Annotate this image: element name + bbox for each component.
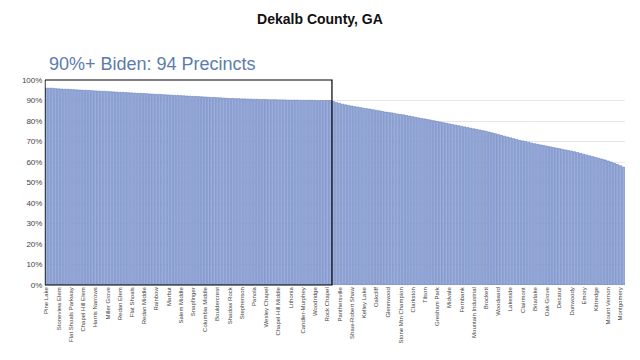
svg-text:Mount Vernon: Mount Vernon xyxy=(605,287,611,324)
svg-text:Woodward: Woodward xyxy=(495,287,501,316)
svg-text:Flat Shoals: Flat Shoals xyxy=(129,287,135,317)
svg-text:20%: 20% xyxy=(26,240,42,249)
svg-text:Shaw-Robert Shaw: Shaw-Robert Shaw xyxy=(349,287,355,339)
svg-text:Briarlake: Briarlake xyxy=(532,287,538,311)
svg-text:Brockett: Brockett xyxy=(483,287,489,309)
svg-text:Tilson: Tilson xyxy=(422,287,428,303)
svg-text:Woodridge: Woodridge xyxy=(312,287,318,317)
svg-text:Stone Mtn Champion: Stone Mtn Champion xyxy=(398,287,404,343)
svg-text:40%: 40% xyxy=(26,199,42,208)
svg-text:Dunwoody: Dunwoody xyxy=(569,287,575,315)
svg-text:Harris Narrows: Harris Narrows xyxy=(92,287,98,327)
svg-text:Columbia Middle: Columbia Middle xyxy=(202,287,208,332)
svg-text:Stoneview Elem: Stoneview Elem xyxy=(56,287,62,330)
svg-text:Redan Elem: Redan Elem xyxy=(117,287,123,320)
svg-text:Lakeside: Lakeside xyxy=(507,287,513,312)
svg-text:Oak Grove: Oak Grove xyxy=(544,287,550,317)
svg-text:Fernbank: Fernbank xyxy=(459,286,465,312)
svg-text:Marbut: Marbut xyxy=(166,287,172,306)
svg-text:Oakcliff: Oakcliff xyxy=(373,287,379,307)
svg-text:Gresham Park: Gresham Park xyxy=(434,286,440,326)
svg-text:10%: 10% xyxy=(26,260,42,269)
svg-text:90%: 90% xyxy=(26,96,42,105)
svg-text:30%: 30% xyxy=(26,219,42,228)
svg-text:Wesley Chapel: Wesley Chapel xyxy=(263,287,269,327)
svg-text:Kittredge: Kittredge xyxy=(593,287,599,312)
svg-text:Chapel Hill Middle: Chapel Hill Middle xyxy=(275,287,281,336)
svg-text:Clarkston: Clarkston xyxy=(410,287,416,312)
svg-text:Stephenson: Stephenson xyxy=(239,287,245,319)
svg-text:Rainbow: Rainbow xyxy=(153,287,159,311)
svg-text:Kelley Lake: Kelley Lake xyxy=(361,287,367,319)
svg-text:Salem Middle: Salem Middle xyxy=(178,287,184,324)
svg-text:80%: 80% xyxy=(26,117,42,126)
svg-text:Panthersville: Panthersville xyxy=(337,287,343,322)
svg-text:Miller Grove: Miller Grove xyxy=(105,287,111,320)
svg-text:Clairmont: Clairmont xyxy=(520,287,526,313)
svg-text:Dekalb County, GA: Dekalb County, GA xyxy=(257,11,383,27)
svg-text:Flat Shoals Parkway: Flat Shoals Parkway xyxy=(68,287,74,342)
svg-text:50%: 50% xyxy=(26,178,42,187)
svg-text:100%: 100% xyxy=(22,76,42,85)
svg-text:Snapfinger: Snapfinger xyxy=(190,287,196,316)
svg-text:Montgomery: Montgomery xyxy=(617,287,623,320)
svg-text:Midvale: Midvale xyxy=(446,287,452,308)
svg-text:Panola: Panola xyxy=(251,287,257,306)
svg-text:Rock Chapel: Rock Chapel xyxy=(324,287,330,321)
svg-text:Candler-Murphey: Candler-Murphey xyxy=(300,287,306,333)
svg-text:Glennwood: Glennwood xyxy=(385,287,391,317)
svg-text:Mountain Industrial: Mountain Industrial xyxy=(471,287,477,338)
svg-text:60%: 60% xyxy=(26,158,42,167)
svg-text:Chapel Hill Elem: Chapel Hill Elem xyxy=(80,287,86,331)
svg-text:Bouldercrest: Bouldercrest xyxy=(214,287,220,321)
svg-text:90%+ Biden: 94 Precincts: 90%+ Biden: 94 Precincts xyxy=(49,54,256,74)
svg-text:Decatur: Decatur xyxy=(556,287,562,308)
svg-text:Lithonia: Lithonia xyxy=(288,287,294,309)
svg-text:70%: 70% xyxy=(26,137,42,146)
svg-text:Emory: Emory xyxy=(581,287,587,304)
svg-text:Shadow Rock: Shadow Rock xyxy=(227,286,233,324)
svg-text:0%: 0% xyxy=(31,281,43,290)
svg-text:Pine Lake: Pine Lake xyxy=(43,287,49,314)
svg-text:Redan Middle: Redan Middle xyxy=(141,287,147,325)
